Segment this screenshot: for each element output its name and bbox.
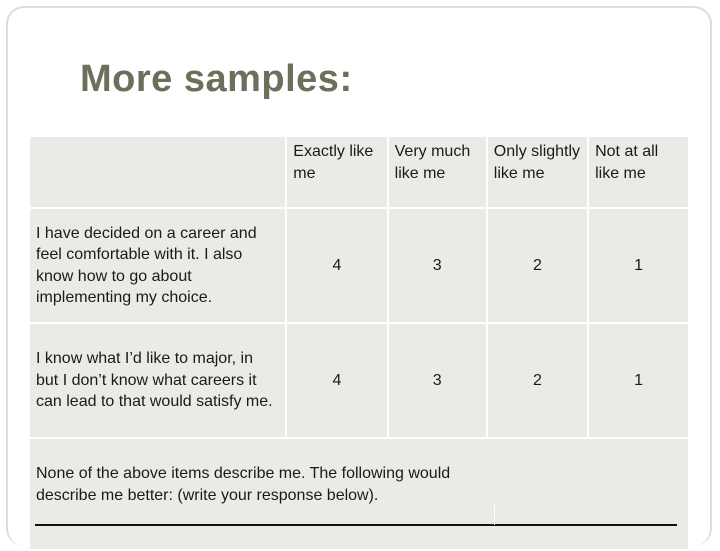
table-row: I have decided on a career and feel comf…: [30, 209, 688, 322]
statement-cell: I have decided on a career and feel comf…: [30, 209, 286, 322]
note-cell: None of the above items describe me. The…: [30, 439, 688, 549]
header-not-at-all-like-me: Not at all like me: [589, 137, 688, 207]
header-row: Exactly like me Very much like me Only s…: [30, 137, 688, 207]
rating-cell[interactable]: 1: [589, 324, 688, 437]
note-row: None of the above items describe me. The…: [30, 439, 688, 549]
rating-cell[interactable]: 3: [388, 324, 486, 437]
header-exactly-like-me: Exactly like me: [287, 137, 387, 207]
response-write-line[interactable]: [35, 524, 677, 526]
write-line-divider: [494, 505, 495, 525]
survey-table: Exactly like me Very much like me Only s…: [28, 135, 690, 551]
rating-cell[interactable]: 2: [487, 209, 588, 322]
rating-cell[interactable]: 1: [589, 209, 688, 322]
slide-title: More samples:: [80, 58, 353, 100]
rating-cell[interactable]: 2: [487, 324, 588, 437]
statement-cell: I know what I’d like to major, in but I …: [30, 324, 286, 437]
header-only-slightly-like-me: Only slightly like me: [487, 137, 588, 207]
rating-cell[interactable]: 4: [287, 324, 387, 437]
header-very-much-like-me: Very much like me: [388, 137, 486, 207]
header-cell-empty: [30, 137, 286, 207]
rating-cell[interactable]: 4: [287, 209, 387, 322]
table-row: I know what I’d like to major, in but I …: [30, 324, 688, 437]
rating-cell[interactable]: 3: [388, 209, 486, 322]
